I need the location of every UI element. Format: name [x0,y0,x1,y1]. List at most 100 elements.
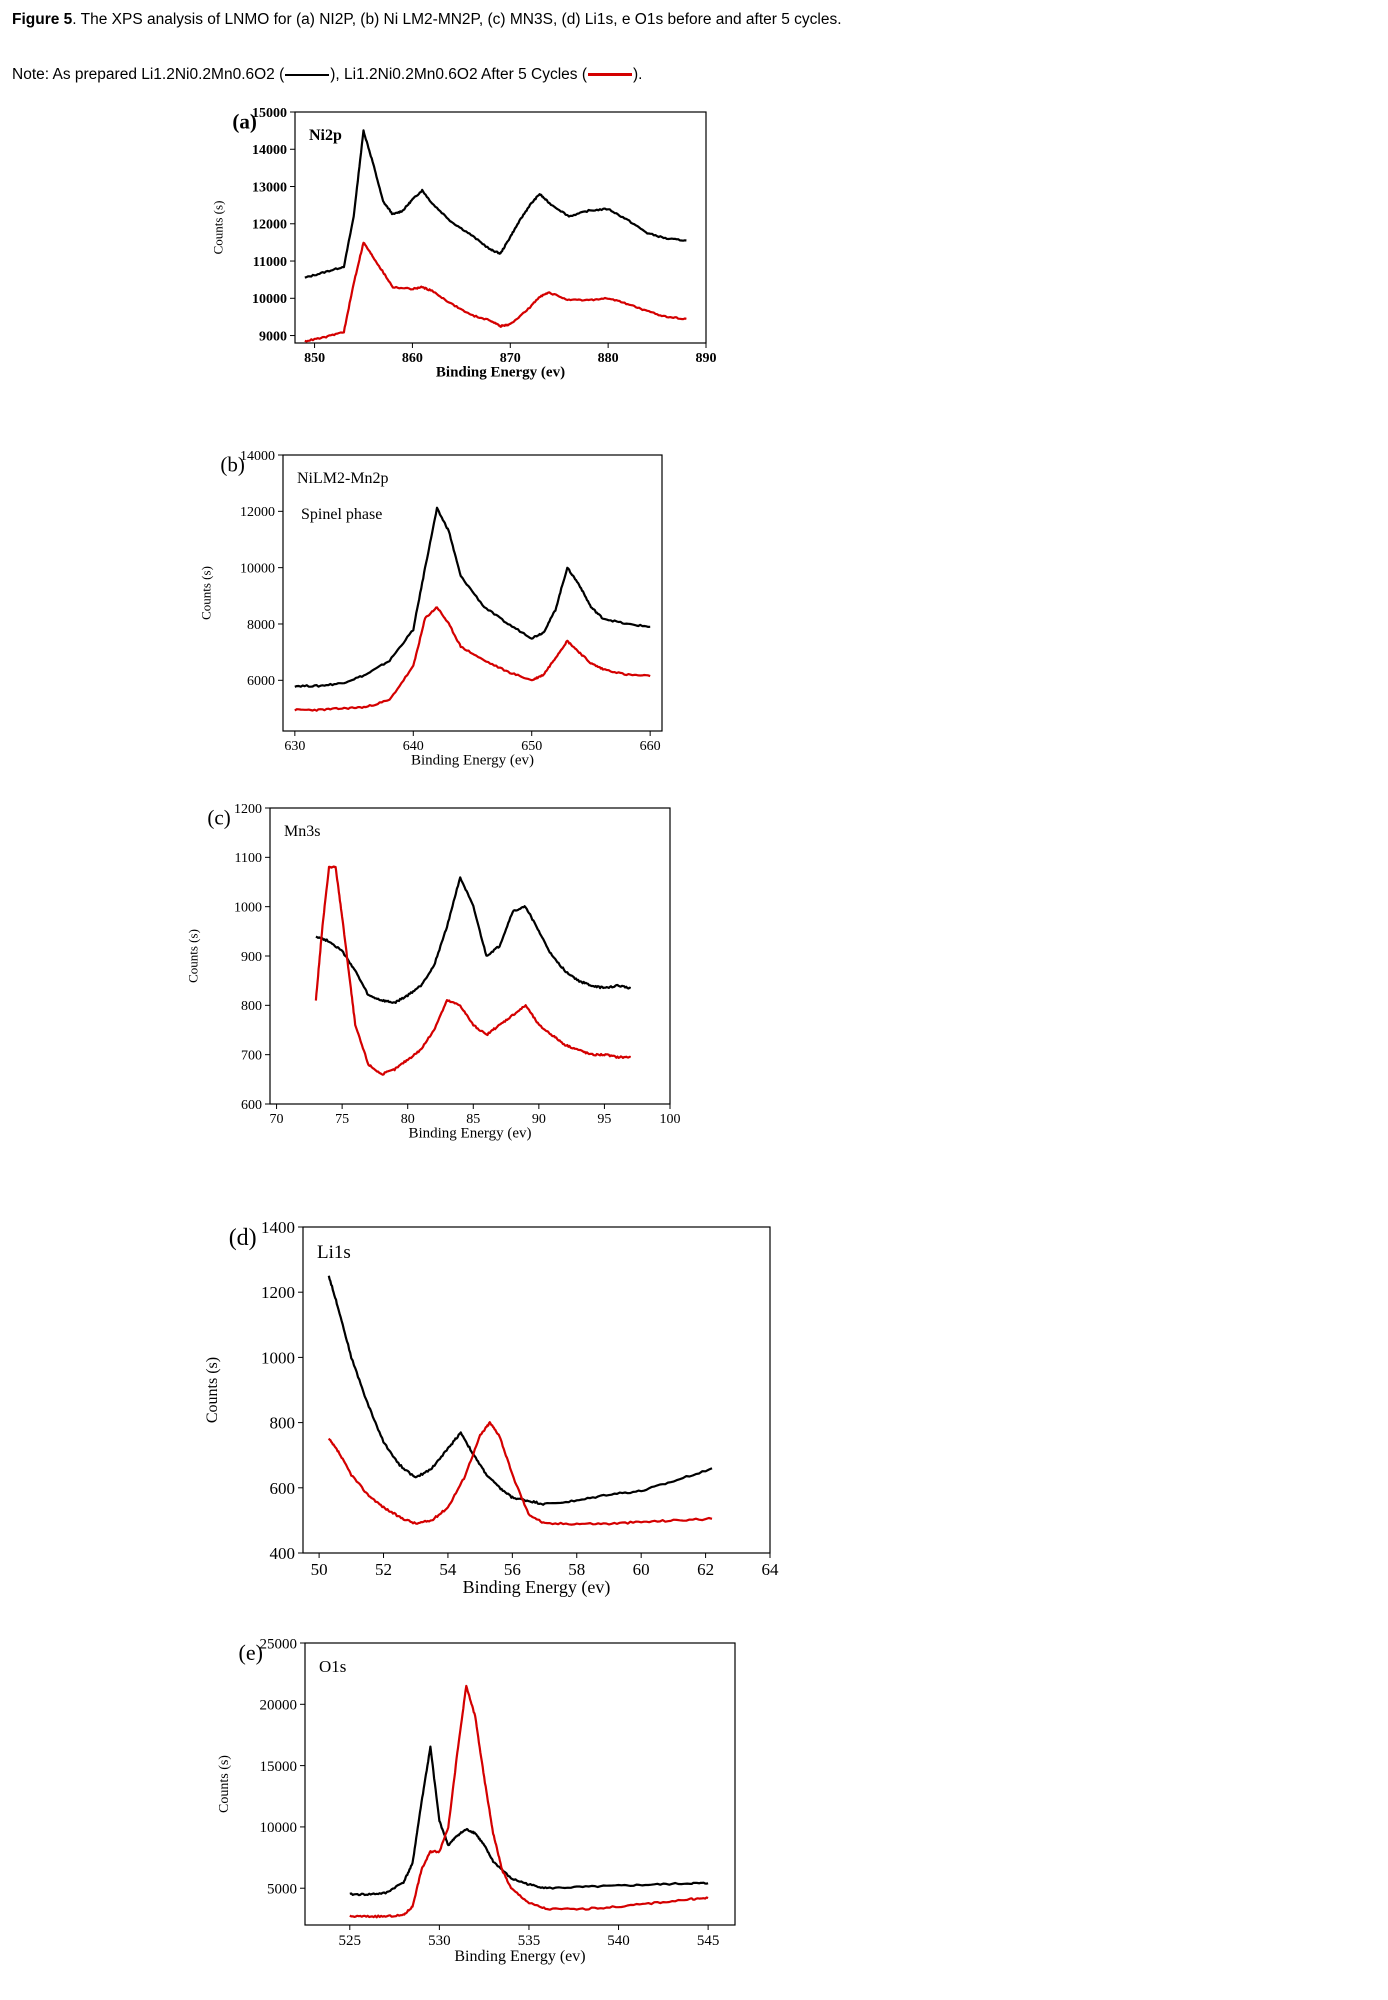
y-tick-label: 700 [241,1049,262,1064]
as-prepared-spectrum [304,129,687,279]
y-tick-label: 15000 [260,1759,298,1775]
y-tick-label: 800 [241,999,262,1014]
red-line-swatch [587,73,632,77]
x-tick-label: 540 [607,1933,630,1949]
x-tick-label: 54 [439,1560,457,1579]
x-tick-label: 860 [402,351,423,366]
panel-5 [300,1642,736,1930]
after-5-cycles-spectrum [294,606,651,712]
after-5-cycles-spectrum [314,865,631,1076]
plot-frame [269,807,671,1105]
y-tick-label: 1200 [234,802,262,817]
plot-frame [302,1226,771,1554]
plot-frame [304,1642,736,1926]
x-tick-label: 80 [401,1112,415,1127]
x-tick-label: 530 [428,1933,451,1949]
y-tick-label: 1200 [261,1283,295,1302]
x-tick-label: 535 [518,1933,541,1949]
figure-label: Figure 5 [12,11,73,28]
panel-3 [265,807,671,1109]
x-tick-label: 62 [697,1560,714,1579]
x-tick-label: 52 [375,1560,392,1579]
y-tick-label: 15000 [252,106,287,121]
panel-2 [278,454,663,736]
panel-annotation: Li1s [317,1242,351,1263]
as-prepared-spectrum [294,506,651,688]
note-prefix: Note: As prepared Li1.2Ni0.2Mn0.6O2 ( [12,66,285,83]
y-tick-label: 1400 [261,1218,295,1237]
as-prepared-spectrum [349,1745,709,1897]
y-axis-title: Counts (s) [217,1755,232,1813]
y-axis-title: Counts (s) [186,929,201,983]
y-tick-label: 11000 [253,255,287,270]
x-tick-label: 85 [466,1112,480,1127]
x-axis-title: Binding Energy (ev) [436,365,565,381]
y-tick-label: 10000 [252,292,287,307]
x-tick-label: 870 [500,351,521,366]
y-tick-label: 1100 [235,851,262,866]
x-tick-label: 850 [304,351,325,366]
plot-frame [294,111,707,344]
panel-1 [290,111,707,348]
black-line-swatch [285,73,330,76]
x-axis-title: Binding Energy (ev) [463,1577,611,1598]
y-tick-label: 14000 [252,143,287,158]
figure-caption: Figure 5. The XPS analysis of LNMO for (… [12,4,1372,35]
x-tick-label: 100 [660,1112,681,1127]
x-tick-label: 90 [532,1112,546,1127]
x-tick-label: 56 [504,1560,521,1579]
x-axis-title: Binding Energy (ev) [408,1126,531,1142]
y-tick-label: 5000 [267,1881,297,1897]
y-tick-label: 800 [270,1414,296,1433]
x-tick-label: 640 [403,739,424,754]
panel-annotation: NiLM2-Mn2p [297,470,389,487]
y-tick-label: 13000 [252,180,287,195]
panel-annotation-2: Spinel phase [301,506,382,523]
x-tick-label: 75 [335,1112,349,1127]
panel-label: (b) [220,452,245,476]
panel-label: (d) [229,1225,257,1251]
after-5-cycles-spectrum [349,1684,709,1919]
y-tick-label: 900 [241,950,262,965]
x-tick-label: 880 [598,351,619,366]
x-tick-label: 70 [270,1112,284,1127]
x-tick-label: 545 [697,1933,720,1949]
plot-frame [282,454,663,732]
note-suffix: ). [632,66,643,83]
y-tick-label: 1000 [234,901,262,916]
after-5-cycles-spectrum [327,1421,713,1526]
panel-label: (e) [239,1640,263,1665]
panel-annotation: O1s [319,1657,346,1676]
panel-label: (c) [207,805,230,829]
y-tick-label: 25000 [260,1636,298,1652]
y-tick-label: 600 [270,1479,296,1498]
x-tick-label: 64 [762,1560,780,1579]
y-axis-title: Counts (s) [199,566,214,620]
panel-annotation: Ni2p [309,127,342,144]
x-axis-title: Binding Energy (ev) [411,753,534,769]
note-mid: ), Li1.2Ni0.2Mn0.6O2 After 5 Cycles ( [330,66,587,83]
x-tick-label: 890 [696,351,717,366]
y-tick-label: 6000 [247,674,275,689]
x-tick-label: 58 [568,1560,585,1579]
y-tick-label: 12000 [240,505,275,520]
legend-note: Note: As prepared Li1.2Ni0.2Mn0.6O2 ( ), … [12,66,642,84]
y-tick-label: 10000 [240,562,275,577]
y-tick-label: 8000 [247,618,275,633]
y-tick-label: 9000 [259,329,287,344]
y-tick-label: 20000 [260,1698,298,1714]
panel-4 [298,1226,771,1558]
y-tick-label: 600 [241,1098,262,1113]
y-tick-label: 10000 [260,1820,298,1836]
as-prepared-spectrum [327,1275,713,1506]
y-axis-title: Counts (s) [211,201,226,255]
x-axis-title: Binding Energy (ev) [454,1948,585,1965]
figure-caption-text: . The XPS analysis of LNMO for (a) NI2P,… [72,11,842,28]
as-prepared-spectrum [315,876,632,1004]
y-tick-label: 12000 [252,218,287,233]
x-tick-label: 50 [311,1560,328,1579]
x-tick-label: 660 [640,739,661,754]
y-tick-label: 400 [270,1544,296,1563]
panel-label: (a) [232,109,257,133]
